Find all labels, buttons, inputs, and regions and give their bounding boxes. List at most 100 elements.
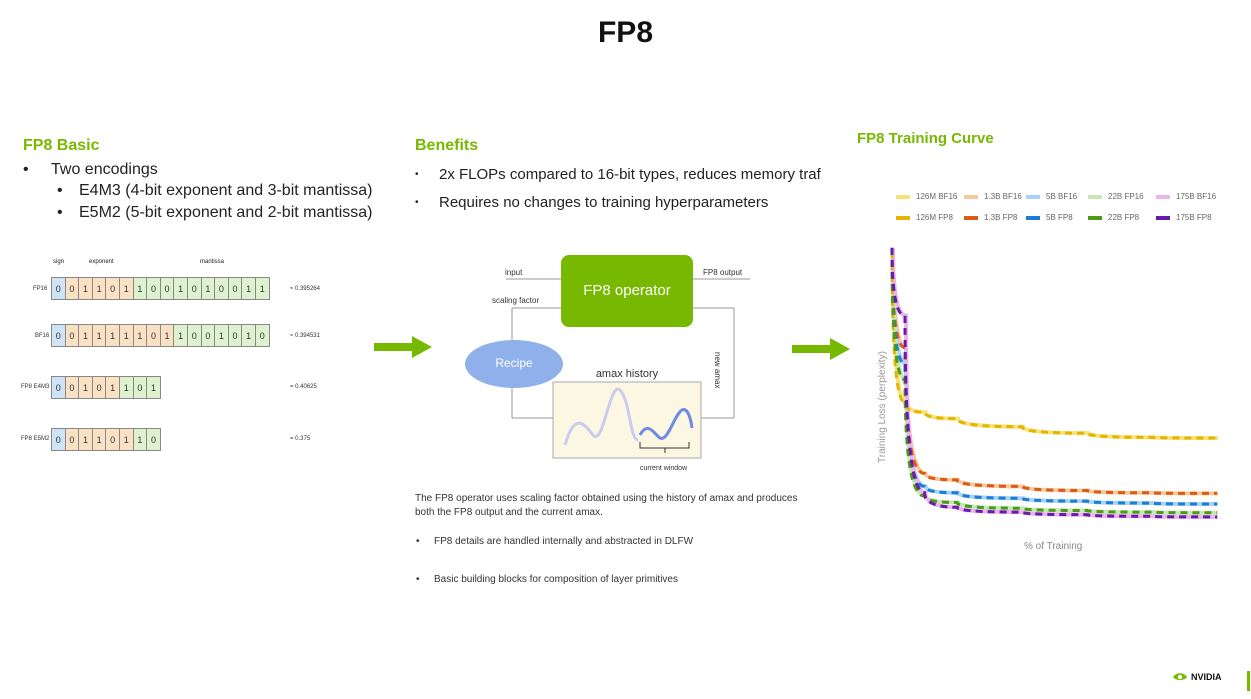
bit-cell: 1 — [214, 324, 229, 347]
bit-cell: 0 — [51, 324, 66, 347]
bit-cell: 1 — [118, 277, 134, 300]
bit-cell: 0 — [214, 277, 229, 300]
mantissa-header: mantissa — [200, 259, 225, 265]
legend-item: 126M FP8 — [896, 213, 953, 222]
legend-label: 126M FP8 — [916, 213, 953, 222]
bit-cell: 1 — [132, 277, 148, 300]
bit-cell: 1 — [132, 428, 148, 451]
page-title: FP8 — [597, 16, 654, 49]
legend-label: 22B FP16 — [1108, 192, 1144, 201]
bit-cell: 0 — [146, 324, 161, 347]
bit-cell: 1 — [78, 428, 93, 451]
note-2: • Basic building blocks for composition o… — [416, 574, 678, 585]
bit-cell: 1 — [200, 277, 216, 300]
basic-sub-2: • E5M2 (5-bit exponent and 2-bit mantissa… — [57, 204, 373, 221]
bit-cell: 0 — [186, 324, 202, 347]
legend-swatch — [1156, 194, 1170, 199]
bit-encoding-diagram: sign exponent mantissa FP16 0 0 1 1 0 1 … — [0, 250, 340, 470]
nvidia-wordmark: NVIDIA — [1191, 671, 1222, 682]
legend-label: 1.3B FP8 — [984, 213, 1018, 222]
note-2-text: Basic building blocks for composition of… — [434, 574, 678, 585]
bit-cell: 1 — [118, 324, 134, 347]
row-value-e5m2: = 0.375 — [290, 436, 311, 442]
bit-cell: 0 — [146, 428, 161, 451]
bit-cell: 1 — [78, 376, 93, 399]
benefits-heading: Benefits — [415, 137, 479, 154]
bit-cell: 1 — [132, 324, 148, 347]
legend-swatch — [1026, 194, 1040, 199]
legend-item: 126M BF16 — [896, 192, 957, 201]
bit-cell: 1 — [159, 324, 175, 347]
nvidia-eye-icon — [1173, 673, 1187, 680]
fp8-output-label: FP8 output — [703, 268, 743, 277]
bit-cell: 1 — [173, 324, 188, 347]
legend-label: 1.3B BF16 — [984, 192, 1022, 201]
bit-cell: 0 — [132, 376, 148, 399]
legend-label: 5B BF16 — [1046, 192, 1078, 201]
legend-label: 175B BF16 — [1176, 192, 1217, 201]
bit-cell: 0 — [186, 277, 202, 300]
row-label-e4m3: FP8 E4M3 — [21, 384, 50, 390]
bit-cell: 1 — [118, 428, 134, 451]
row-value-bf16: ≈ 0.394531 — [290, 333, 320, 339]
chart-legend: 126M BF16 1.3B BF16 5B BF16 22B FP16 175… — [880, 188, 1230, 228]
series-line — [890, 247, 1218, 495]
legend-item: 1.3B BF16 — [964, 192, 1022, 201]
exponent-header: exponent — [89, 259, 114, 265]
bit-cell: 1 — [105, 324, 120, 347]
arrow-right-icon — [374, 336, 432, 358]
bit-row-e5m2: 0 0 1 1 0 1 1 0 — [51, 428, 161, 451]
legend-label: 175B FP8 — [1176, 213, 1212, 222]
bit-cell: 0 — [105, 277, 120, 300]
legend-swatch — [964, 215, 978, 220]
bit-cell: 1 — [78, 324, 93, 347]
bit-cell: 1 — [173, 277, 188, 300]
legend-item: 175B BF16 — [1156, 192, 1216, 201]
basic-heading: FP8 Basic — [23, 137, 100, 154]
legend-item: 175B FP8 — [1156, 213, 1212, 222]
legend-swatch — [896, 194, 910, 199]
note-1-text: FP8 details are handled internally and a… — [434, 536, 694, 547]
series-line — [891, 247, 1219, 496]
row-value-e4m3: = 0.40625 — [290, 384, 317, 390]
benefit-1-text: 2x FLOPs compared to 16-bit types, reduc… — [439, 166, 821, 183]
legend-swatch — [1156, 215, 1170, 220]
bit-row-e4m3: 0 0 1 0 1 1 0 1 — [51, 376, 161, 399]
curve-heading: FP8 Training Curve — [857, 130, 994, 147]
series-line — [891, 251, 1219, 440]
y-axis-label: Training Loss (perplexity) — [877, 351, 888, 463]
legend-swatch — [1026, 215, 1040, 220]
new-amax-label: new amax — [713, 352, 722, 389]
series-line — [890, 247, 1218, 515]
series-line — [891, 247, 1219, 519]
recipe-ellipse: Recipe — [495, 356, 533, 370]
row-label-fp16: FP16 — [33, 286, 48, 292]
bit-cell: 1 — [78, 277, 93, 300]
bit-cell: 0 — [64, 324, 80, 347]
arrow-right-icon — [792, 338, 850, 360]
bit-cell: 0 — [51, 277, 66, 300]
bit-cell: 0 — [105, 428, 120, 451]
bit-cell: 0 — [64, 376, 80, 399]
legend-swatch — [1088, 215, 1102, 220]
basic-sub-1: • E4M3 (4-bit exponent and 3-bit mantissa… — [57, 182, 373, 199]
legend-item: 22B FP16 — [1088, 192, 1144, 201]
series-line — [890, 251, 1218, 440]
legend-item: 1.3B FP8 — [964, 213, 1017, 222]
benefit-2-text: Requires no changes to training hyperpar… — [439, 194, 769, 211]
legend-label: 22B FP8 — [1108, 213, 1140, 222]
bit-cell: 1 — [241, 277, 256, 300]
amax-history-label: amax history — [595, 368, 659, 380]
basic-sub-1-text: E4M3 (4-bit exponent and 3-bit mantissa) — [79, 182, 373, 199]
bit-cell: 0 — [51, 428, 66, 451]
legend-label: 126M BF16 — [916, 192, 958, 201]
bit-cell: 1 — [91, 277, 107, 300]
bit-cell: 1 — [118, 376, 134, 399]
bit-cell: 0 — [227, 324, 243, 347]
note-1: • FP8 details are handled internally and … — [416, 536, 694, 547]
benefit-2: • Requires no changes to training hyperpa… — [415, 194, 769, 211]
row-label-e5m2: FP8 E5M2 — [21, 436, 50, 442]
bit-cell: 0 — [91, 376, 107, 399]
x-axis-label: % of Training — [1024, 541, 1083, 552]
benefit-1: • 2x FLOPs compared to 16-bit types, redu… — [415, 166, 821, 183]
